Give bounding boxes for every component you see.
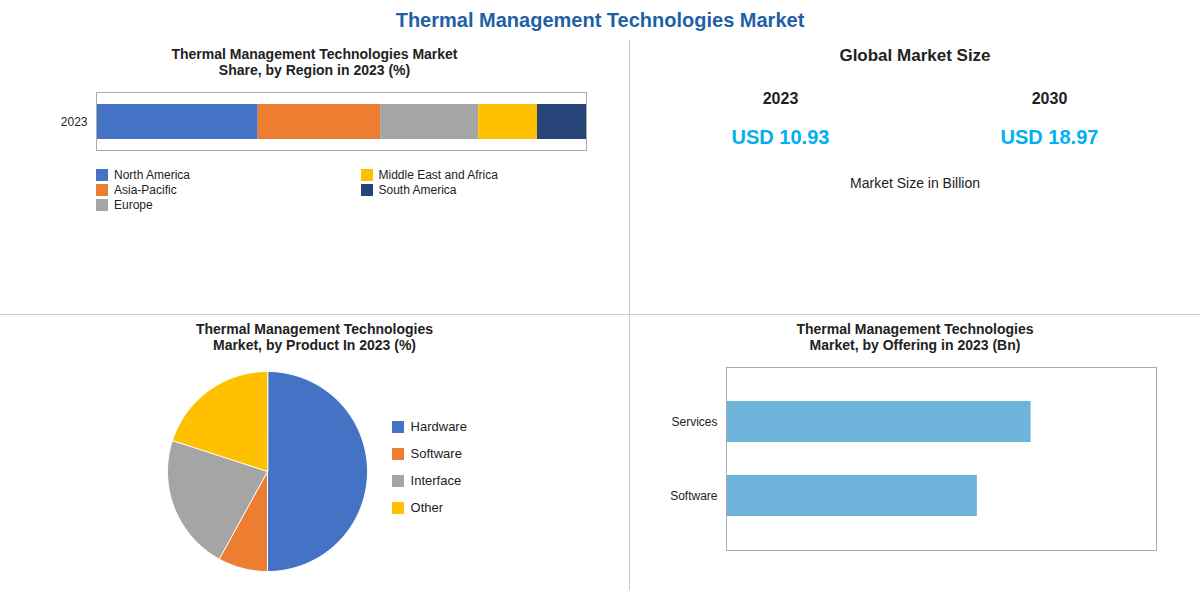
html-text:Middle East and Africa: Middle East and Africa [378, 168, 498, 182]
html-text:Global Market Size: Global Market Size [839, 46, 991, 65]
html-text:North America: North America [114, 168, 190, 182]
svg-text:Services: Services [671, 415, 717, 429]
html-text:Thermal Management Technologie: Thermal Management Technologies Market, … [196, 321, 433, 353]
html-text:USD 10.93: USD 10.93 [731, 126, 830, 148]
html-text:Interface: Interface [410, 472, 462, 488]
html-text:Asia-Pacific: Asia-Pacific [114, 183, 177, 197]
html-text:Thermal Management Technologie: Thermal Management Technologies Market S… [171, 46, 458, 78]
html-text:Other: Other [410, 499, 444, 515]
html-text:South America: South America [378, 183, 457, 197]
html-text:Thermal Management Technologie: Thermal Management Technologies Market, … [796, 321, 1034, 353]
html-text:Software: Software [410, 445, 462, 461]
html-text:2030: 2030 [1031, 90, 1068, 107]
html-text:Hardware: Hardware [410, 418, 467, 434]
html-text:Market Size in Billion: Market Size in Billion [850, 175, 980, 191]
svg-text:Software: Software [670, 489, 718, 503]
html-text:Thermal Management Technologie: Thermal Management Technologies Market [395, 9, 805, 31]
svg-text:2023: 2023 [61, 115, 88, 129]
html-text:USD 18.97: USD 18.97 [1000, 126, 1099, 148]
html-text:Europe: Europe [114, 198, 153, 212]
html-text:2023: 2023 [762, 90, 799, 107]
